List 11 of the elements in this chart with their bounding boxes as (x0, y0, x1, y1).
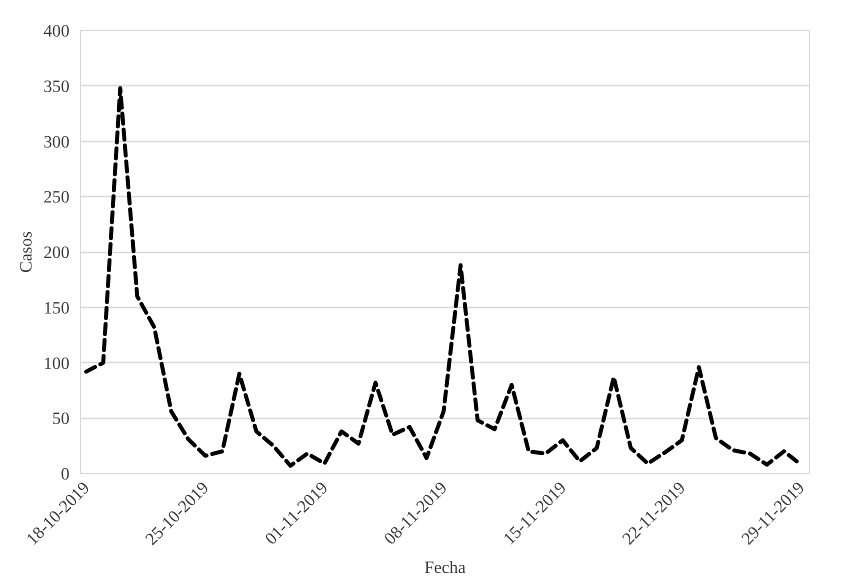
y-tick-label: 200 (44, 243, 70, 262)
y-tick-label: 0 (60, 464, 70, 484)
x-axis-title: Fecha (424, 558, 466, 578)
y-tick-label: 50 (52, 409, 70, 428)
y-tick-label: 100 (44, 354, 70, 373)
y-tick-label: 150 (44, 298, 70, 318)
y-axis-title: Casos (16, 231, 36, 273)
y-tick-label: 300 (44, 132, 70, 152)
y-tick-label: 350 (44, 76, 70, 96)
y-tick-label: 250 (44, 188, 70, 207)
y-tick-label: 400 (44, 22, 70, 40)
